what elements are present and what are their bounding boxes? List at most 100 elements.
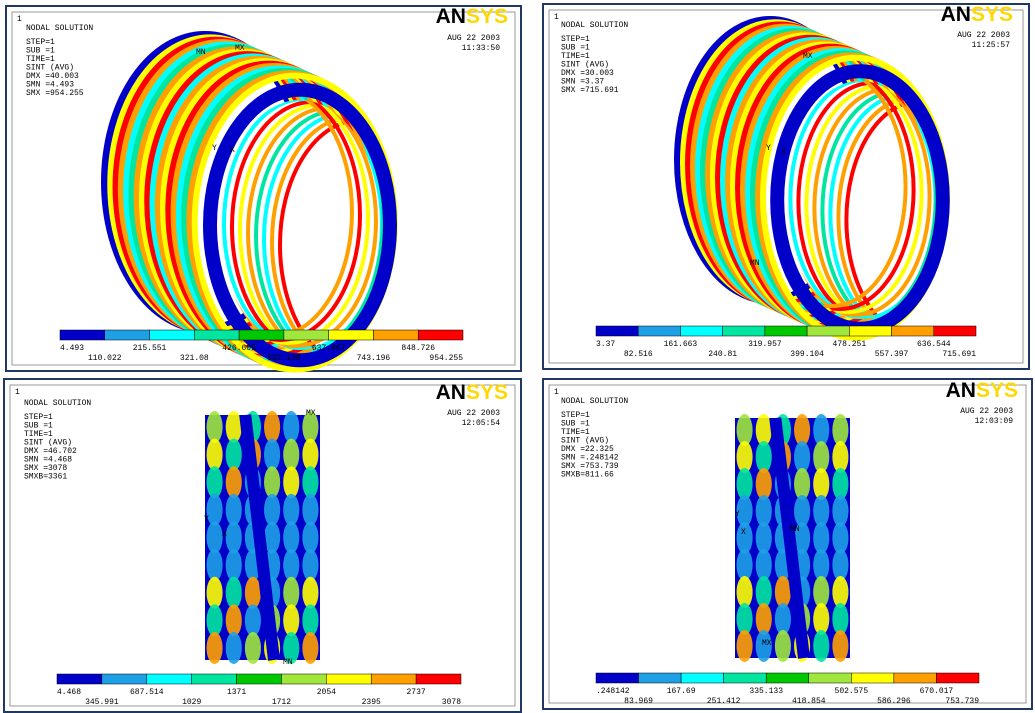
rib [832, 468, 849, 500]
legend-label: 532.138 [267, 354, 301, 363]
legend-label: 670.017 [920, 687, 954, 696]
rib [813, 576, 830, 608]
rib [755, 522, 772, 554]
param: SUB =1 [24, 422, 53, 431]
legend-swatch [326, 673, 372, 685]
rib [264, 411, 281, 443]
rib [264, 493, 281, 526]
rib [832, 549, 849, 581]
rib [283, 411, 300, 443]
param: STEP=1 [26, 38, 55, 47]
legend-label: 1371 [227, 688, 246, 697]
legend-swatch [595, 672, 639, 684]
rib [794, 414, 811, 446]
param: STEP=1 [24, 413, 53, 422]
logo: ANSYS [436, 5, 508, 28]
rib [832, 441, 849, 473]
rib [206, 521, 223, 554]
rib [283, 466, 300, 499]
rib [225, 411, 242, 443]
legend-label: 321.08 [180, 354, 209, 363]
rib [264, 521, 281, 554]
rib [225, 521, 242, 554]
marker: X [741, 528, 746, 537]
rib [832, 522, 849, 554]
rib [813, 549, 830, 581]
rib [832, 603, 849, 635]
legend-label: 753.739 [945, 697, 979, 706]
title: NODAL SOLUTION [24, 399, 91, 408]
marker: MN [790, 525, 800, 534]
rib [244, 632, 261, 664]
param: SMN =4.493 [26, 81, 74, 90]
rib [774, 630, 791, 662]
legend-label: 4.468 [57, 688, 81, 697]
param: TIME=1 [561, 428, 590, 437]
rib [225, 466, 242, 499]
logo-part: AN [946, 379, 976, 402]
rib [283, 493, 300, 526]
legend-swatch [373, 329, 419, 341]
rib [225, 576, 242, 609]
contour-plot [674, 16, 950, 341]
marker: MX [235, 44, 245, 53]
logo: ANSYS [436, 381, 508, 404]
legend-swatch [56, 673, 103, 685]
title: NODAL SOLUTION [561, 397, 628, 406]
contour-plot [205, 411, 320, 664]
rib [794, 441, 811, 473]
rib [302, 493, 319, 526]
legend-label: 1712 [272, 698, 291, 707]
legend-swatch [806, 325, 850, 337]
rib [755, 603, 772, 635]
date: AUG 22 2003 [960, 407, 1013, 416]
logo-part: AN [941, 3, 971, 26]
inner-stripe [220, 100, 370, 345]
rib [283, 576, 300, 609]
logo-part: SYS [976, 379, 1018, 402]
param: SINT (AVG) [24, 439, 72, 448]
title: NODAL SOLUTION [26, 24, 93, 33]
param: STEP=1 [561, 35, 590, 44]
rib [755, 441, 772, 473]
rib [302, 576, 319, 609]
rib [736, 549, 753, 581]
param: SMN =3.37 [561, 78, 604, 87]
rib [302, 604, 319, 637]
legend-label: 478.251 [833, 340, 867, 349]
inner-stripe [786, 81, 924, 314]
logo-part: SYS [971, 3, 1013, 26]
rib [832, 630, 849, 662]
legend-swatch [415, 673, 462, 685]
rib [302, 411, 319, 443]
logo: ANSYS [946, 379, 1018, 402]
marker: MX [762, 639, 772, 648]
rib [283, 521, 300, 554]
legend-label: 1029 [182, 698, 201, 707]
legend-swatch [893, 672, 937, 684]
legend-label: 83.969 [624, 697, 653, 706]
window-number: 1 [17, 15, 22, 24]
legend-label: 687.514 [130, 688, 164, 697]
legend-swatch [680, 325, 723, 337]
rib [302, 438, 319, 471]
band [769, 417, 810, 659]
param: STEP=1 [561, 411, 590, 420]
rib [736, 441, 753, 473]
legend-swatch [194, 329, 240, 341]
legend-label: 637.667 [312, 344, 346, 353]
rib [736, 414, 753, 446]
param: SUB =1 [561, 44, 590, 53]
rib [225, 632, 242, 664]
legend-label: 418.854 [792, 697, 826, 706]
legend-swatch [933, 325, 977, 337]
rib [813, 630, 830, 662]
legend-label: 586.296 [877, 697, 911, 706]
rib [832, 576, 849, 608]
inner-stripe [786, 81, 916, 311]
legend-swatch [417, 329, 464, 341]
rib [225, 493, 242, 526]
